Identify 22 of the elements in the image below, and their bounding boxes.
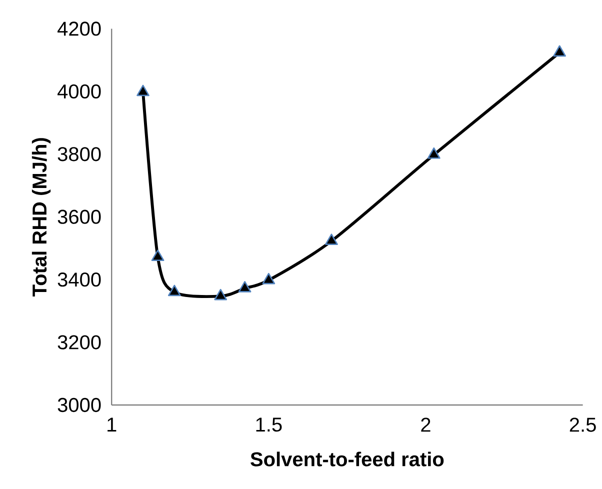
y-tick-label: 3800: [58, 147, 101, 162]
y-tick-label: 4200: [58, 22, 101, 36]
y-tick-label: 4000: [58, 84, 101, 99]
point: [553, 45, 566, 57]
y-tick-label: 3000: [58, 398, 101, 412]
x-tick-label: 1.5: [256, 418, 282, 432]
point: [238, 281, 252, 292]
y-axis-title: Total RHD (MJ/h): [32, 138, 51, 296]
x-tick-label: 1: [108, 418, 116, 432]
point: [262, 272, 276, 284]
x-tick-label: 2: [421, 418, 430, 432]
x-tick-label: 2.5: [570, 418, 596, 432]
point: [168, 284, 181, 296]
point: [427, 147, 440, 159]
x-axis-title: Solvent-to-feed ratio: [250, 452, 444, 466]
y-tick-label: 3400: [58, 272, 101, 287]
y-tick-label: 3200: [58, 335, 101, 350]
y-tick-label: 3600: [58, 210, 101, 224]
point: [151, 250, 164, 261]
point: [136, 84, 150, 96]
point: [214, 288, 228, 300]
point: [325, 234, 338, 246]
